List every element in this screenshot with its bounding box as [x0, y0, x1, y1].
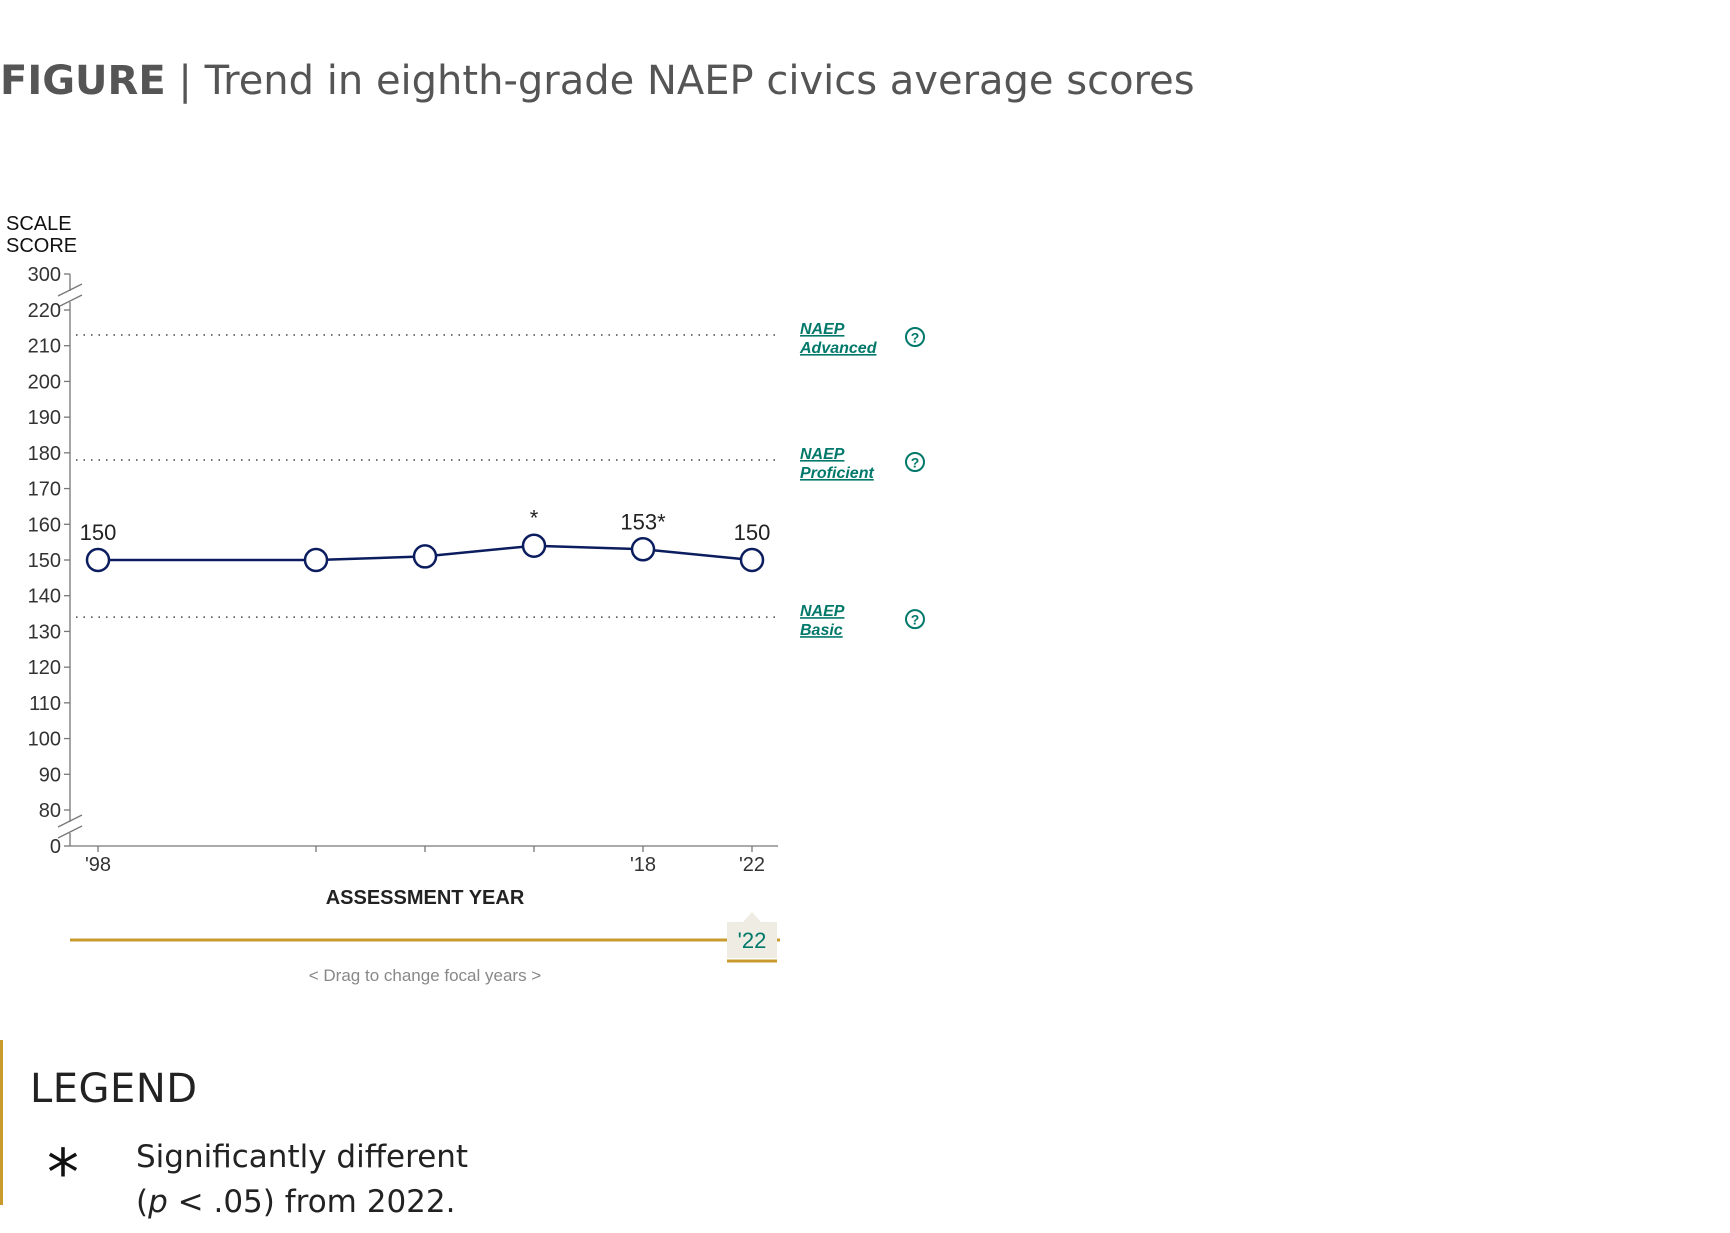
slider-value-label[interactable]: '22	[738, 928, 767, 953]
legend-heading: LEGEND	[30, 1066, 198, 1112]
slider-handle[interactable]: '22	[727, 912, 777, 963]
data-point[interactable]	[85, 547, 111, 573]
slider-hint: < Drag to change focal years >	[309, 966, 542, 985]
y-tick-label: 160	[28, 514, 61, 536]
x-tick-label: '18	[630, 854, 656, 876]
help-icon-glyph[interactable]: ?	[911, 330, 920, 346]
y-tick-label: 0	[50, 836, 61, 858]
data-label: *	[530, 506, 539, 531]
legend-paren: (	[136, 1184, 149, 1220]
slider-handle-pointer[interactable]	[743, 912, 761, 922]
y-axis-break-mark	[57, 294, 83, 308]
legend-asterisk-symbol: *	[47, 1137, 79, 1211]
y-tick-label: 190	[28, 407, 61, 429]
y-axis-break-mark	[57, 825, 83, 839]
x-tick-label: '98	[85, 854, 111, 876]
y-axis-label-line1: SCALE	[6, 213, 72, 235]
data-point[interactable]	[630, 537, 656, 562]
data-label: 150	[80, 520, 117, 545]
data-point[interactable]	[412, 544, 438, 569]
y-tick-label: 100	[28, 729, 61, 751]
y-tick-label: 210	[28, 336, 61, 358]
achievement-level-label-line1[interactable]: NAEP	[800, 603, 845, 620]
achievement-level-label-line2[interactable]: Advanced	[799, 340, 878, 357]
legend-text-line2: (p < .05) from 2022.	[136, 1180, 468, 1225]
achievement-level-link-advanced[interactable]: NAEP Advanced	[799, 321, 878, 357]
y-tick-label: 90	[39, 764, 61, 786]
figure-title: FIGURE | Trend in eighth-grade NAEP civi…	[0, 58, 1195, 104]
y-tick-label: 300	[28, 264, 61, 286]
y-tick-label: 140	[28, 586, 61, 608]
help-icon-glyph[interactable]: ?	[911, 612, 920, 628]
x-tick-label: '22	[739, 854, 765, 876]
data-label: 150	[734, 520, 771, 545]
y-tick-label: 150	[28, 550, 61, 572]
y-axis-break-mark	[57, 814, 83, 828]
help-icon[interactable]: ?	[905, 452, 925, 472]
y-axis-label-line2: SCORE	[6, 235, 77, 257]
legend-text-line1: Significantly different	[136, 1139, 469, 1175]
x-axis-label: ASSESSMENT YEAR	[326, 887, 525, 909]
achievement-level-link-basic[interactable]: NAEP Basic	[800, 603, 845, 639]
achievement-level-label-line1[interactable]: NAEP	[800, 446, 845, 463]
y-tick-label: 220	[28, 300, 61, 322]
help-icon[interactable]: ?	[905, 609, 925, 630]
legend-text-rest: < .05) from 2022.	[167, 1184, 456, 1220]
figure-separator: |	[178, 58, 192, 104]
legend-panel: LEGEND * Significantly different (p < .0…	[0, 1040, 703, 1220]
data-point[interactable]	[303, 547, 329, 573]
y-axis-break-mark	[57, 283, 83, 297]
slider-handle-bg[interactable]	[727, 922, 777, 958]
help-icon[interactable]: ?	[905, 327, 925, 347]
achievement-level-label-line2[interactable]: Basic	[800, 622, 843, 639]
figure-title-text: Trend in eighth-grade NAEP civics averag…	[204, 58, 1195, 104]
figure-prefix: FIGURE	[0, 58, 166, 104]
y-tick-label: 130	[28, 621, 61, 643]
help-icon-glyph[interactable]: ?	[911, 455, 920, 471]
y-tick-label: 180	[28, 443, 61, 465]
series-line	[98, 544, 753, 562]
y-tick-label: 110	[29, 693, 61, 715]
y-tick-label: 170	[28, 479, 61, 501]
legend-p-italic: p	[148, 1184, 168, 1220]
y-tick-label: 80	[39, 800, 61, 822]
legend-description: Significantly different (p < .05) from 2…	[136, 1135, 468, 1225]
achievement-level-label-line2[interactable]: Proficient	[800, 465, 874, 482]
help-icon-circle[interactable]	[905, 327, 925, 347]
achievement-level-label-line1[interactable]: NAEP	[800, 321, 845, 338]
y-tick-label: 120	[28, 657, 61, 679]
help-icon-circle[interactable]	[905, 609, 925, 630]
data-point[interactable]	[521, 533, 547, 558]
help-icon-circle[interactable]	[905, 452, 925, 472]
data-point[interactable]	[739, 547, 765, 573]
data-label: 153*	[620, 509, 666, 534]
y-tick-label: 200	[28, 371, 61, 393]
achievement-level-link-proficient[interactable]: NAEP Proficient	[800, 446, 874, 482]
